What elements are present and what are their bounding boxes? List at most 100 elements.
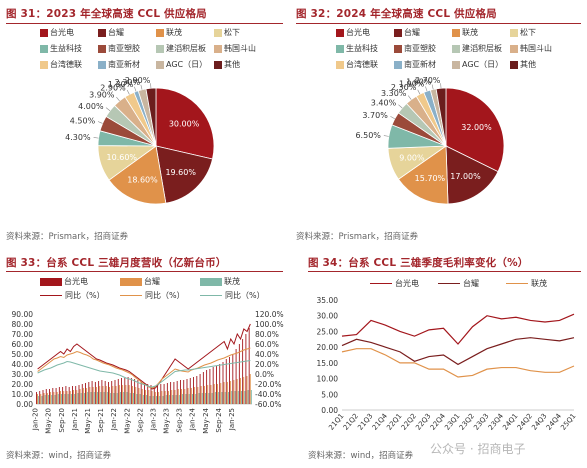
fig34-title: 图 34：台系 CCL 三雄季度毛利率变化（%） [308, 257, 529, 269]
legend-swatch [120, 277, 142, 286]
fig33-bar [185, 394, 187, 404]
fig32-legend-item: 韩国斗山 [510, 43, 552, 54]
fig32-leader-line [398, 104, 403, 109]
fig33-bar-chart: 0.0010.0020.0030.0040.0050.0060.0070.008… [12, 310, 284, 434]
fig32-legend-item: 台耀 [394, 27, 420, 38]
fig33-bar [128, 385, 130, 404]
fig33-bar [98, 381, 100, 404]
fig33-bar [81, 384, 83, 404]
fig32-slice-label: 9.00% [399, 154, 425, 163]
fig32-slice-label: 32.00% [461, 123, 492, 132]
fig33-bar [140, 382, 142, 404]
fig34-series-line [341, 348, 575, 378]
fig33-bar [148, 390, 150, 404]
legend-swatch [40, 28, 48, 37]
fig32-slice-label: 2.30% [391, 83, 417, 92]
fig33-bar [197, 387, 199, 404]
fig33-bar [206, 370, 208, 404]
fig31-slice-label: 30.00% [169, 120, 200, 129]
fig33-bar [41, 396, 43, 404]
fig33-x-tick-label: May-20 [45, 408, 53, 434]
fig33-x-tick-label: May-21 [84, 408, 92, 434]
fig32-slice-label: 15.70% [415, 174, 446, 183]
fig33-bar [152, 396, 154, 404]
fig33-bar [93, 392, 95, 404]
fig33-bar [189, 378, 191, 404]
fig33-left-tick-label: 0.00 [16, 400, 33, 409]
fig33-bar [57, 394, 59, 404]
fig31-legend-item: 松下 [214, 27, 240, 38]
fig33-bar [190, 388, 192, 404]
fig33-bar [77, 393, 79, 404]
fig33-bar [130, 378, 132, 404]
fig33-bar [112, 386, 114, 404]
fig33-bar [141, 389, 143, 404]
fig33-bar [36, 392, 37, 404]
fig33-bar [160, 384, 162, 404]
fig33-bar [166, 383, 168, 404]
fig33-bar [174, 390, 176, 404]
fig32-legend: 台光电 台耀 联茂 松下 生益科技 南亚塑胶 建滔积层板 韩国斗山 台湾德联 南亚新材 AGC（日）… [336, 27, 581, 77]
fig33-bar [187, 388, 189, 404]
fig31-slice-label: 18.60% [127, 175, 158, 184]
fig33-bar [117, 379, 119, 404]
fig31-slice [155, 145, 213, 204]
fig33-bar [139, 394, 141, 404]
fig32-slice-label: 3.30% [381, 89, 407, 98]
fig33-right-tick-label: -40.0% [255, 390, 282, 399]
fig31-legend: 台光电 台耀 联茂 松下 生益科技 南亚塑胶 建滔积层板 韩国斗山 台湾德联 南亚新材 AGC（日）… [40, 27, 280, 77]
fig33-left-tick-label: 10.00 [12, 390, 34, 399]
fig33-bar [132, 386, 133, 404]
fig31-legend-item: 台耀 [98, 27, 124, 38]
fig33-bar [224, 392, 226, 404]
fig33-bar [115, 386, 117, 404]
fig33-bar [67, 394, 69, 404]
fig33-bar [216, 366, 217, 404]
fig33-bar [161, 391, 163, 404]
fig31-slice-label: 19.60% [165, 168, 196, 177]
fig33-bar [226, 382, 228, 404]
fig32-legend-item: 联茂 [452, 27, 478, 38]
legend-label: 南亚新材 [404, 60, 436, 69]
fig33-bar [65, 386, 67, 404]
fig33-bar [231, 391, 233, 404]
fig33-left-tick-label: 90.00 [12, 310, 34, 319]
fig33-title: 图 33：台系 CCL 三雄月度营收（亿新台币） [6, 257, 227, 269]
fig34-x-tick-label: 24Q1 [501, 412, 519, 432]
fig31-leader-line [105, 107, 111, 111]
fig33-bar [80, 393, 82, 404]
fig33-bar [68, 387, 70, 404]
fig33-bar [209, 369, 211, 404]
fig33-bar [62, 387, 64, 404]
fig33-bar [134, 379, 136, 404]
fig33-bar [126, 392, 128, 404]
legend-label: 台光电 [395, 279, 419, 288]
fig32-legend-item: 建滔积层板 [452, 43, 502, 54]
fig33-bar [51, 395, 53, 404]
fig33-bar [214, 392, 216, 404]
fig33-left-tick-label: 80.00 [12, 320, 34, 329]
legend-label: 台耀 [144, 277, 160, 286]
fig33-bar [196, 376, 198, 404]
fig33-bar [55, 388, 57, 404]
fig33-bar [158, 392, 160, 404]
fig31-legend-item: AGC（日） [156, 59, 207, 70]
fig34-x-tick-label: 22Q1 [385, 412, 403, 432]
fig33-bar [237, 391, 239, 404]
fig32-leader-line [431, 84, 434, 90]
fig34-line-chart: 0.00 5.00 10.00 15.00 20.00 25.00 30.00 35.00 21… [317, 296, 578, 432]
fig33-bar [163, 384, 165, 404]
legend-swatch [336, 60, 344, 69]
fig32-leader-line [407, 95, 412, 100]
fig33-bar [99, 386, 101, 404]
fig33-bar [207, 385, 209, 404]
fig33-bar [92, 387, 94, 404]
fig33-bar [38, 396, 40, 404]
fig33-bar [85, 383, 86, 404]
fig34-legend-item: 台耀 [438, 278, 479, 289]
fig33-bar [250, 390, 252, 404]
fig33-bar [56, 392, 58, 404]
fig33-bar [177, 389, 179, 404]
fig33-bar [142, 395, 144, 404]
legend-swatch [214, 60, 222, 69]
